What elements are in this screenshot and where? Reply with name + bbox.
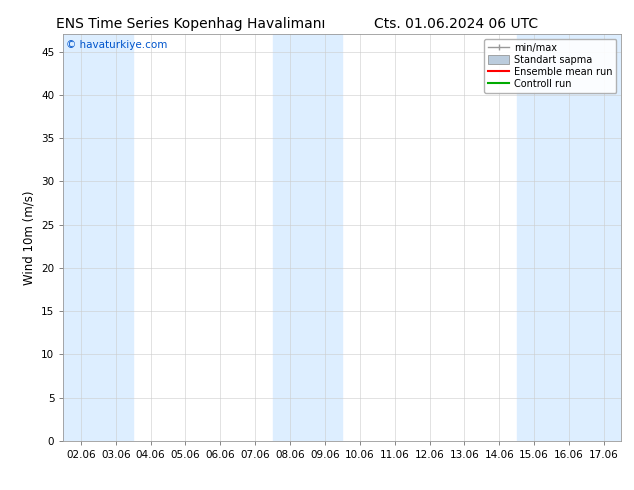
Y-axis label: Wind 10m (m/s): Wind 10m (m/s): [23, 191, 36, 285]
Text: © havaturkiye.com: © havaturkiye.com: [66, 40, 167, 50]
Bar: [517, 34, 621, 441]
Text: ENS Time Series Kopenhag Havalimanı: ENS Time Series Kopenhag Havalimanı: [56, 17, 325, 31]
Bar: [273, 34, 342, 441]
Legend: min/max, Standart sapma, Ensemble mean run, Controll run: min/max, Standart sapma, Ensemble mean r…: [484, 39, 616, 93]
Text: Cts. 01.06.2024 06 UTC: Cts. 01.06.2024 06 UTC: [375, 17, 538, 31]
Bar: [63, 34, 133, 441]
